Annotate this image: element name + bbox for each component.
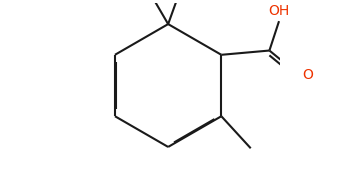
Text: O: O [302, 68, 313, 82]
Text: OH: OH [268, 4, 290, 18]
